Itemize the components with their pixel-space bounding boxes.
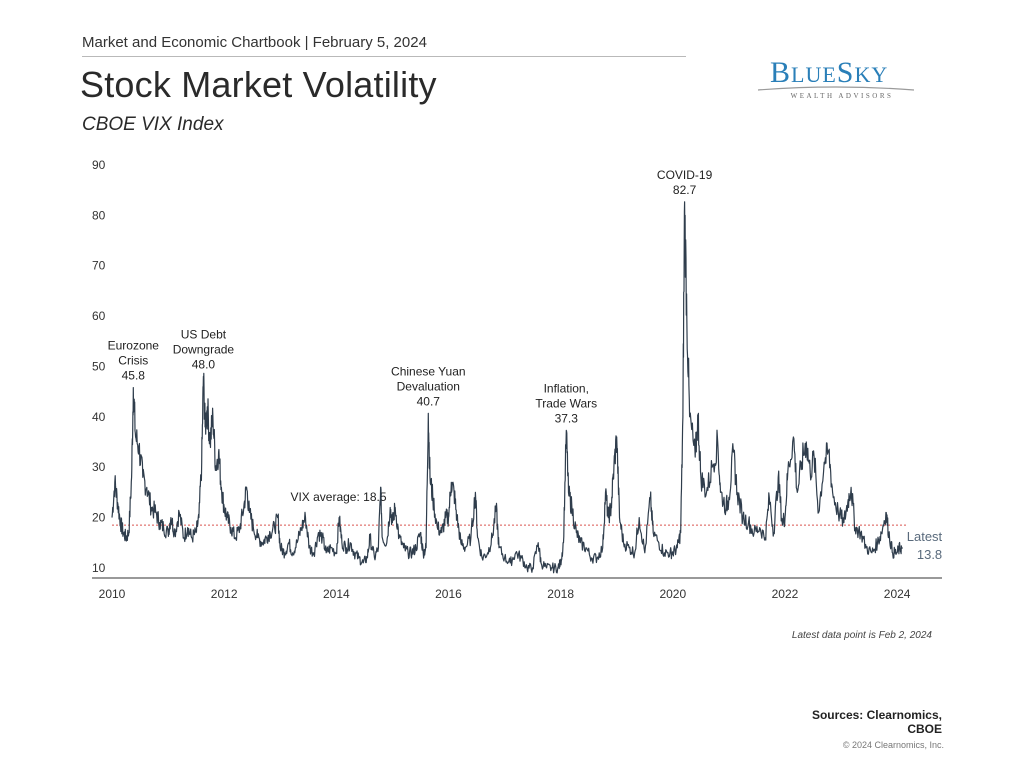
- x-tick-label: 2018: [547, 587, 574, 601]
- y-tick-label: 90: [92, 158, 106, 172]
- annotation-label: COVID-19: [657, 168, 713, 182]
- annotation-label: 82.7: [673, 183, 697, 197]
- y-tick-label: 50: [92, 359, 106, 373]
- annotation-label: 45.8: [122, 369, 146, 383]
- page-title: Stock Market Volatility: [80, 64, 437, 105]
- annotation-label: Downgrade: [173, 343, 235, 357]
- annotation-label: Chinese Yuan: [391, 364, 466, 378]
- x-tick-label: 2024: [884, 587, 911, 601]
- bluesky-logo: BLUESKY WEALTH ADVISORS: [756, 54, 916, 104]
- x-tick-label: 2012: [211, 587, 238, 601]
- x-tick-label: 2020: [659, 587, 686, 601]
- y-tick-label: 80: [92, 208, 106, 222]
- annotation-label: Eurozone: [108, 339, 160, 353]
- vix-series-line: [111, 201, 903, 574]
- y-tick-label: 30: [92, 460, 106, 474]
- y-tick-label: 20: [92, 511, 106, 525]
- x-tick-label: 2014: [323, 587, 350, 601]
- latest-label: Latest: [907, 529, 943, 544]
- average-label: VIX average: 18.5: [290, 490, 386, 504]
- header-divider: [82, 56, 686, 57]
- latest-value: 13.8: [917, 547, 942, 562]
- y-tick-label: 60: [92, 309, 106, 323]
- annotation-label: Devaluation: [397, 379, 460, 393]
- annotation-label: Crisis: [118, 354, 148, 368]
- annotation-label: 48.0: [192, 358, 216, 372]
- y-tick-label: 70: [92, 259, 106, 273]
- sources-text: Sources: Clearnomics, CBOE: [811, 708, 942, 736]
- x-tick-label: 2022: [772, 587, 799, 601]
- x-tick-label: 2010: [99, 587, 126, 601]
- y-tick-label: 10: [92, 561, 106, 575]
- annotation-label: 40.7: [417, 394, 441, 408]
- svg-text:BLUESKY: BLUESKY: [770, 56, 888, 89]
- chartbook-header: Market and Economic Chartbook | February…: [82, 34, 427, 51]
- annotation-label: Trade Wars: [535, 396, 597, 410]
- y-tick-label: 40: [92, 410, 106, 424]
- x-tick-label: 2016: [435, 587, 462, 601]
- logo-wordmark: BLUESKY: [770, 56, 920, 98]
- logo-tagline: WEALTH ADVISORS: [790, 92, 894, 100]
- annotation-label: 37.3: [555, 411, 579, 425]
- annotation-label: Inflation,: [544, 381, 589, 395]
- annotation-label: US Debt: [181, 328, 227, 342]
- page-subtitle: CBOE VIX Index: [82, 114, 224, 135]
- logo-wordmark-art: BLUESKY: [770, 56, 888, 89]
- logo-swoosh-icon: [757, 86, 915, 91]
- copyright-text: © 2024 Clearnomics, Inc.: [842, 740, 944, 750]
- latest-data-note: Latest data point is Feb 2, 2024: [791, 630, 932, 641]
